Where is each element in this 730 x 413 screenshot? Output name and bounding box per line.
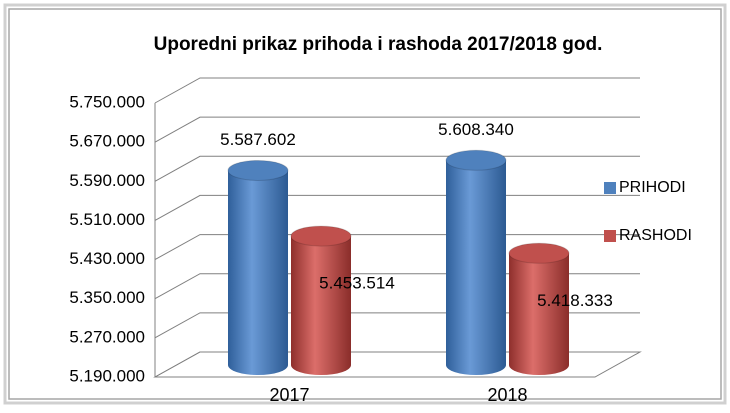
y-tick-label: 5.510.000 [69,210,145,229]
y-tick-label: 5.430.000 [69,249,145,268]
y-tick-label: 5.270.000 [69,327,145,346]
grid-line [154,116,640,143]
cylinder [446,160,506,375]
legend-swatch [604,182,616,194]
value-label: 5.608.340 [438,120,514,139]
cylinder [228,170,288,375]
legend-swatch [604,230,616,242]
chart-frame [8,8,722,400]
legend-label: PRIHODI [619,179,686,196]
cylinder-top [227,159,289,181]
frame-shadow [3,3,727,405]
y-tick-label: 5.590.000 [69,171,145,190]
cylinder-top [290,225,352,247]
y-tick-label: 5.190.000 [69,366,145,385]
cylinder [291,236,351,375]
value-label: 5.453.514 [319,274,395,293]
legend-label: RASHODI [619,227,692,244]
value-label: 5.418.333 [537,291,613,310]
cylinder-top [445,149,507,171]
y-tick-label: 5.350.000 [69,288,145,307]
x-tick-label: 2017 [269,385,309,405]
y-tick-label: 5.670.000 [69,132,145,151]
cylinder [509,253,569,375]
grid-line [154,77,640,104]
y-tick-label: 5.750.000 [69,92,145,111]
x-tick-label: 2018 [487,385,527,405]
cylinder-top [508,242,570,264]
value-label: 5.587.602 [220,130,296,149]
chart-title: Uporedni prikaz prihoda i rashoda 2017/2… [154,34,603,55]
